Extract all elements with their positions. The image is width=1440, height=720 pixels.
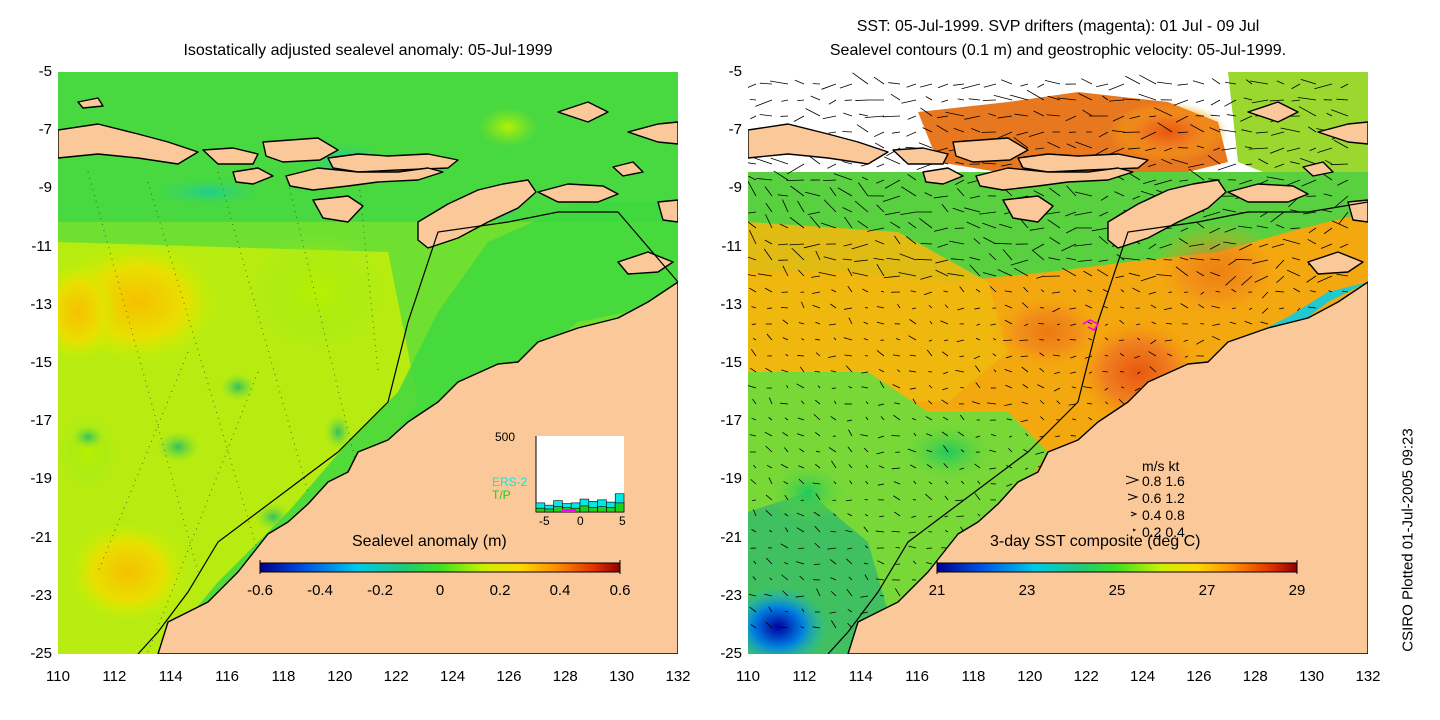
left-colorbar-tick: -0.6 [247,582,273,599]
left-lat-tick-label: -25 [30,645,52,662]
right-lon-tick-label: 116 [905,668,930,685]
inset-bar-tp [579,505,590,513]
sst-composite-map [748,72,1368,654]
left-lon-tick-label: 124 [440,668,466,685]
velocity-legend-row-3: 0.4 0.8 [1142,507,1185,523]
right-colorbar-tick: 27 [1198,582,1216,599]
right-lat-tick-label: -9 [728,179,742,197]
right-map-title-line1: SST: 05-Jul-1999. SVP drifters (magenta)… [856,18,1260,35]
left-lon-tick-label: 122 [383,668,409,685]
right-colorbar-tick: 29 [1288,582,1306,599]
left-lon-tick-label: 128 [552,668,578,685]
left-colorbar-tick: 0.2 [489,582,511,599]
left-lat-tick-label: -23 [30,586,52,604]
inset-bar-tp [553,506,563,513]
right-lon-tick-label: 132 [1355,668,1381,685]
svp-drifter-track [1082,319,1100,332]
right-lat-tick-label: -19 [720,470,742,488]
left-lon-tick-label: 132 [665,668,691,685]
right-lat-tick-label: -11 [721,237,742,255]
right-lon-tick-label: 122 [1073,668,1099,685]
right-lon-tick-label: 112 [792,668,817,685]
right-lon-tick-label: 114 [848,668,873,685]
left-lon-tick-label: 114 [158,668,183,685]
inset-series-tp: T/P [492,488,511,502]
right-lon-tick-label: 130 [1299,668,1325,685]
right-lat-tick-label: -23 [720,586,742,604]
left-lon-tick-label: 120 [327,668,353,685]
left-colorbar-tick: 0.6 [609,582,631,599]
right-map-title-line2: Sealevel contours (0.1 m) and geostrophi… [829,42,1287,59]
left-colorbar-tick: -0.4 [307,582,333,599]
inset-bar-tp [597,506,607,513]
left-map-title: Isostatically adjusted sealevel anomaly:… [183,42,553,59]
right-lat-tick-label: -5 [728,63,742,80]
inset-bar-tp [544,508,554,513]
inset-bar-tp [614,502,625,513]
left-lon-tick-label: 112 [102,668,127,685]
left-colorbar-tick: -0.2 [367,582,393,599]
left-lat-tick-label: -7 [38,121,52,139]
inset-x-tick: 0 [577,514,584,528]
right-colorbar-tick: 25 [1108,582,1126,599]
right-lon-tick-label: 124 [1130,668,1156,685]
satellite-coverage-histogram [535,436,625,513]
velocity-legend-header: m/s kt [1142,458,1180,474]
right-lat-tick-label: -7 [728,121,742,139]
right-colorbar-tick: 21 [928,582,946,599]
left-lat-tick-label: -9 [38,179,52,197]
sealevel-anomaly-map [58,72,678,654]
left-lat-tick-label: -15 [30,354,52,371]
inset-x-tick: -5 [539,514,550,528]
left-lat-tick-label: -21 [30,528,52,546]
right-colorbar [936,560,1298,574]
left-colorbar-title: Sealevel anomaly (m) [352,533,507,550]
inset-bar-tp [606,507,616,513]
left-lon-tick-label: 110 [46,668,70,685]
right-colorbar-tick: 23 [1018,582,1036,599]
inset-ymax-label: 500 [495,430,516,444]
right-lat-tick-label: -17 [720,412,742,430]
right-lat-tick-label: -13 [720,295,742,313]
right-lon-tick-label: 126 [1186,668,1212,685]
inset-drifter-marker [562,509,576,512]
plot-credit: CSIRO Plotted 01-Jul-2005 09:23 [1399,428,1417,652]
left-colorbar-tick: 0 [435,582,445,599]
left-lon-tick-label: 130 [609,668,635,685]
right-lon-tick-label: 118 [961,668,986,685]
right-colorbar-title: 3-day SST composite (deg C) [990,533,1201,550]
right-lon-tick-label: 110 [736,668,760,685]
left-lat-tick-label: -17 [30,412,52,430]
left-lat-tick-label: -19 [30,470,52,488]
left-colorbar-tick: 0.4 [549,582,571,599]
left-lon-tick-label: 118 [271,668,296,685]
left-lat-tick-label: -13 [30,295,52,313]
velocity-legend-row-4: 0.2 0.4 [1142,524,1185,540]
right-lat-tick-label: -21 [720,528,742,546]
velocity-legend-row-2: 0.6 1.2 [1142,490,1185,506]
right-lat-tick-label: -15 [720,354,742,371]
left-colorbar [259,560,621,574]
inset-series-ers2: ERS-2 [492,475,528,489]
velocity-legend-arrows [1125,475,1140,532]
left-lat-tick-label: -5 [38,63,52,80]
inset-bar-tp [535,507,546,513]
right-lat-tick-label: -25 [720,645,742,662]
inset-x-tick: 5 [619,514,626,528]
left-lat-tick-label: -11 [31,237,52,255]
right-lon-tick-label: 120 [1017,668,1043,685]
left-lon-tick-label: 116 [215,668,240,685]
inset-bar-tp [588,507,598,513]
right-lon-tick-label: 128 [1242,668,1268,685]
velocity-legend-row-1: 0.8 1.6 [1142,473,1185,489]
left-lon-tick-label: 126 [496,668,522,685]
